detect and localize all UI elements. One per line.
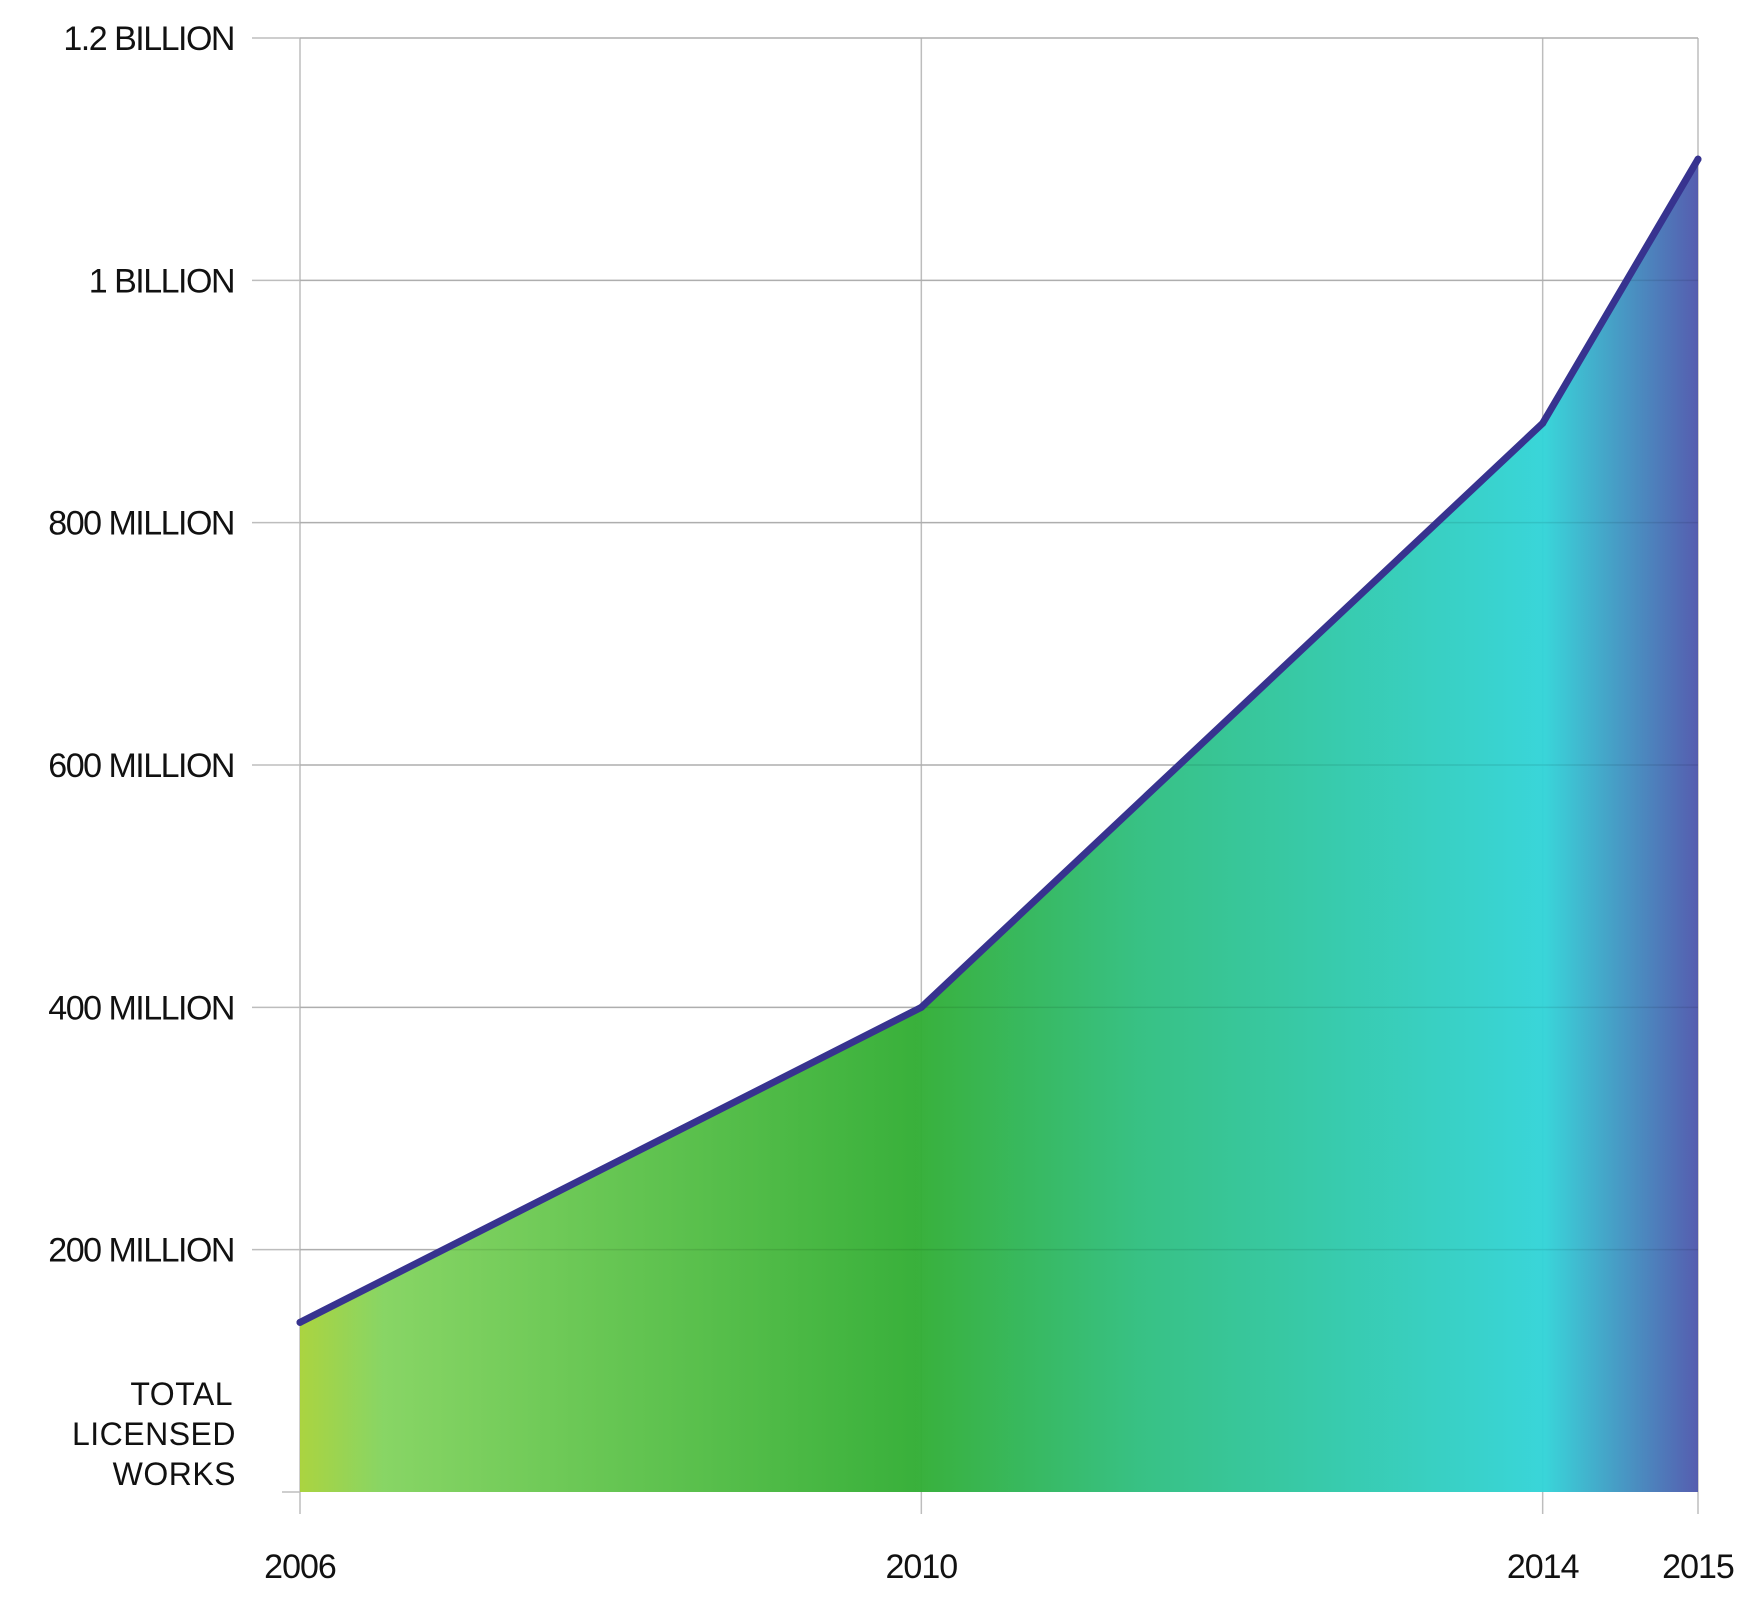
y-tick-label: 200 MILLION bbox=[48, 1232, 234, 1270]
data-point bbox=[296, 1318, 304, 1326]
area-fill bbox=[300, 159, 1698, 1493]
y-tick-label: 800 MILLION bbox=[48, 505, 234, 543]
y-axis-title: TOTAL LICENSED WORKS bbox=[72, 1376, 236, 1492]
y-axis-title-line-2: LICENSED bbox=[72, 1416, 236, 1452]
data-point bbox=[917, 1003, 925, 1011]
series-line bbox=[296, 155, 1702, 1326]
x-tick-label: 2010 bbox=[886, 1548, 958, 1586]
y-axis-title-line-1: TOTAL bbox=[130, 1376, 233, 1412]
x-tick-label: 2006 bbox=[264, 1548, 336, 1586]
y-tick-label: 600 MILLION bbox=[48, 747, 234, 785]
y-tick-label: 1 BILLION bbox=[89, 262, 234, 300]
x-tick-label: 2015 bbox=[1662, 1548, 1734, 1586]
data-point bbox=[1539, 419, 1547, 427]
y-tick-label: 400 MILLION bbox=[48, 989, 234, 1027]
area-layer bbox=[296, 37, 1702, 1493]
y-axis-title-line-3: WORKS bbox=[113, 1456, 236, 1492]
data-point bbox=[1694, 155, 1702, 163]
y-tick-label: 1.2 BILLION bbox=[63, 20, 234, 58]
axis-layer: 200 MILLION 400 MILLION 600 MILLION 800 MIL… bbox=[48, 20, 1735, 1586]
x-tick-label: 2014 bbox=[1507, 1548, 1579, 1586]
